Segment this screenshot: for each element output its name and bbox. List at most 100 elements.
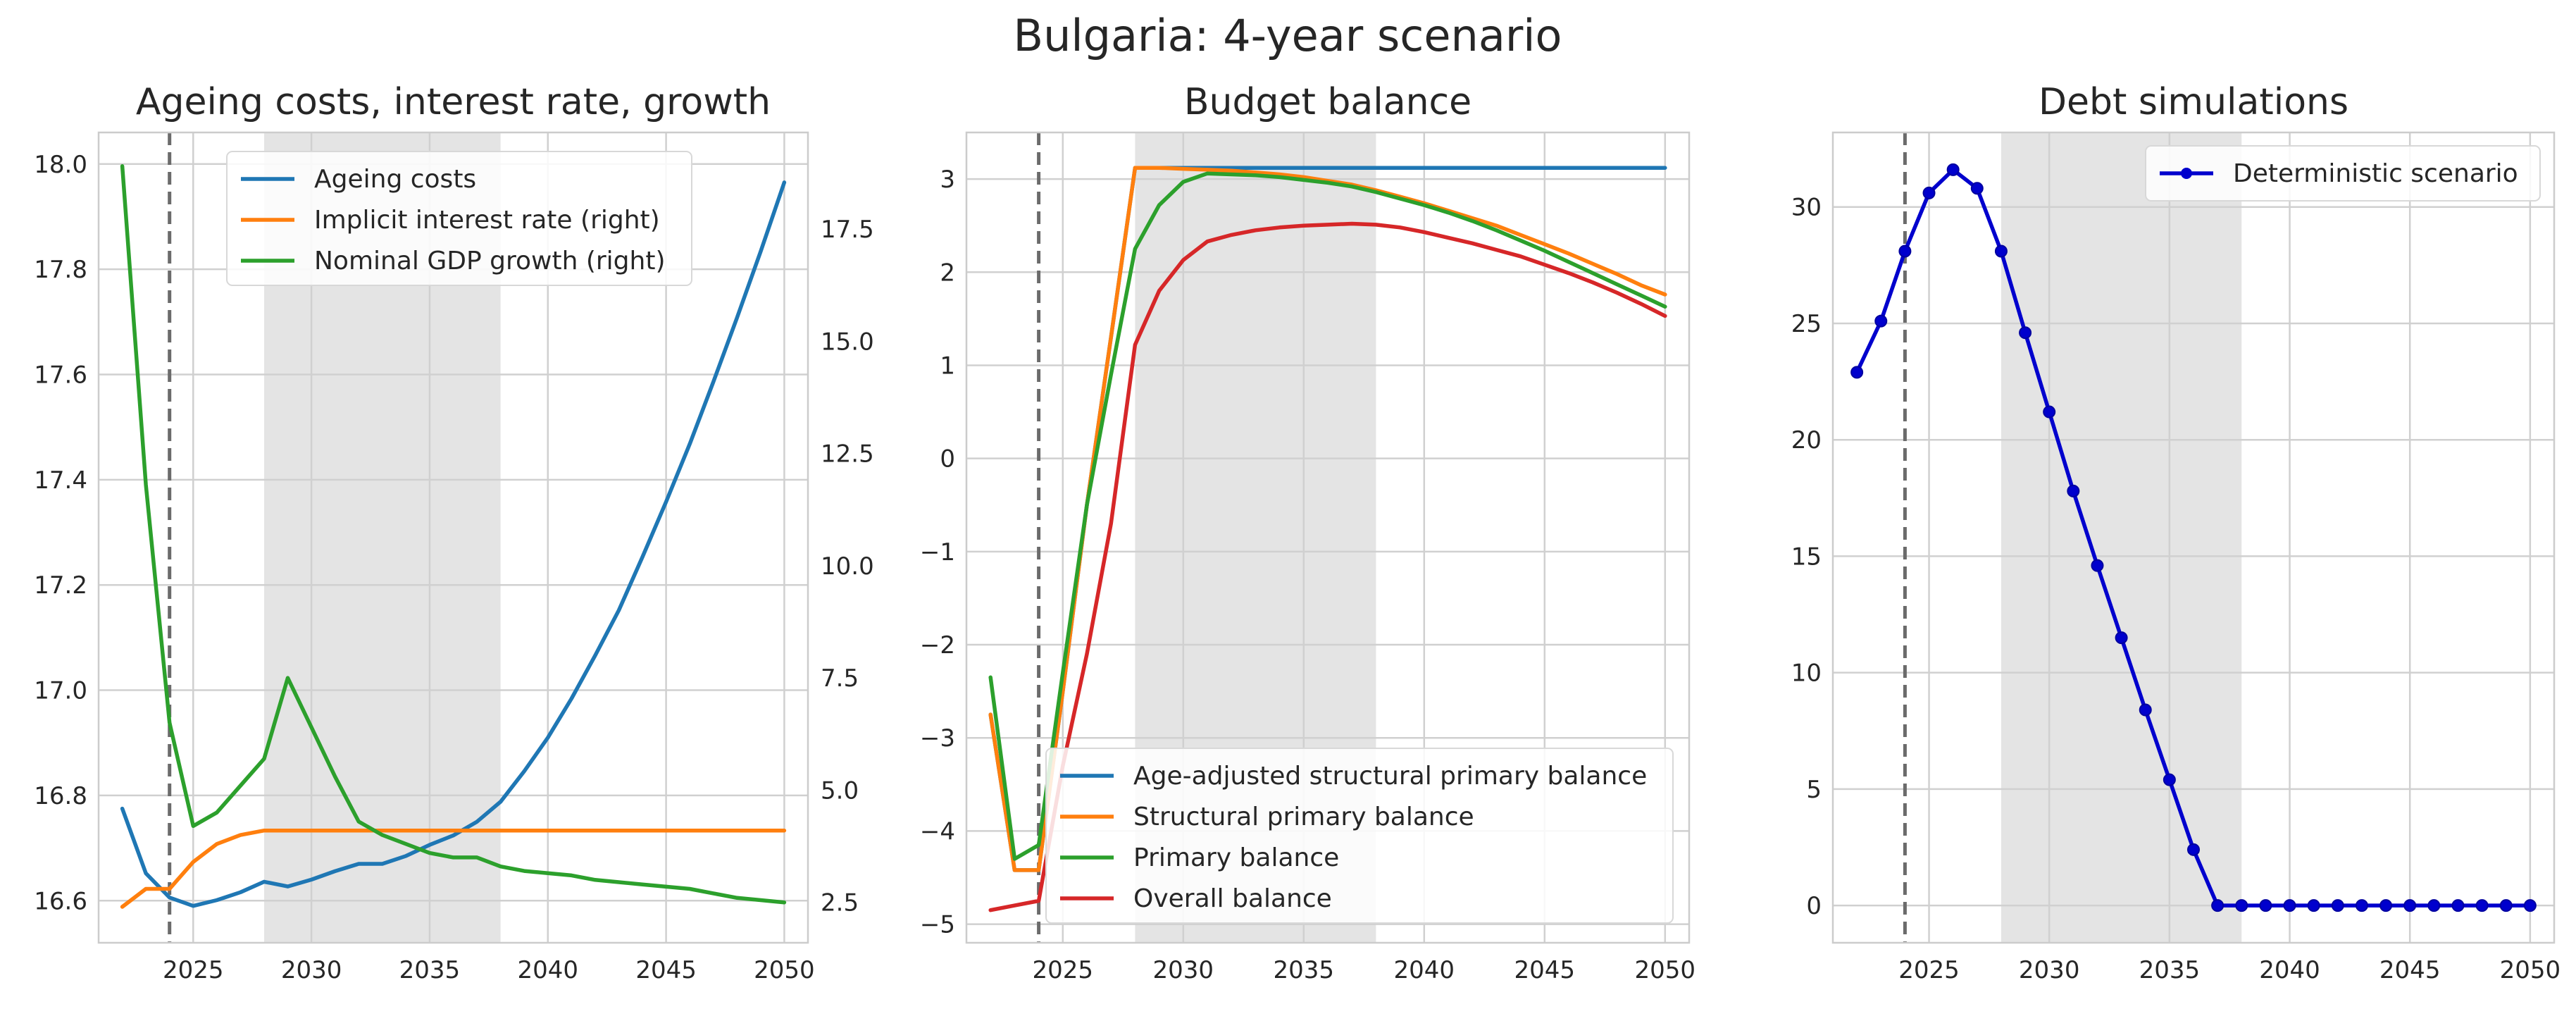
panel-title: Budget balance — [1184, 81, 1471, 123]
data-point — [2307, 899, 2320, 912]
x-tick-label: 2040 — [518, 956, 579, 984]
legend-label: Age-adjusted structural primary balance — [1133, 762, 1647, 791]
x-tick-label: 2040 — [2259, 956, 2320, 984]
y2-tick-label: 10.0 — [821, 552, 874, 581]
data-point — [2427, 899, 2441, 912]
legend-box — [2145, 145, 2541, 202]
data-point — [2091, 559, 2104, 572]
y2-tick-label: 5.0 — [821, 776, 859, 805]
x-tick-label: 2045 — [2379, 956, 2441, 984]
y-tick-label: −1 — [920, 538, 955, 567]
data-point — [1946, 163, 1960, 176]
y2-tick-label: 15.0 — [821, 328, 874, 356]
x-tick-label: 2035 — [2139, 956, 2201, 984]
legend-label: Structural primary balance — [1133, 803, 1474, 831]
y2-tick-label: 2.5 — [821, 889, 859, 917]
y-tick-label: 2 — [940, 259, 955, 287]
y-tick-label: 17.6 — [34, 361, 87, 390]
data-point — [2139, 703, 2152, 717]
legend-box — [226, 151, 692, 286]
data-point — [1850, 366, 1864, 379]
data-point — [1970, 182, 1984, 195]
panel-debt-simulations: 2025 2030 2035 2040 2045 2050051015202530Debt… — [1791, 81, 2561, 984]
shaded-period-band — [2001, 132, 2242, 943]
y-tick-label: 30 — [1791, 194, 1822, 222]
y-tick-label: 25 — [1791, 310, 1822, 338]
data-point — [2235, 899, 2248, 912]
data-point — [2067, 484, 2080, 497]
plot-frame — [97, 131, 809, 944]
x-tick-label: 2030 — [1153, 956, 1214, 984]
series-line-0 — [120, 180, 787, 908]
figure-title: Bulgaria: 4-year scenario — [1014, 10, 1562, 61]
y-tick-label: 17.0 — [34, 677, 87, 705]
y2-tick-label: 7.5 — [821, 664, 859, 693]
y-tick-label: −3 — [920, 724, 955, 753]
y-tick-label: −2 — [920, 631, 955, 660]
legend-marker — [2181, 168, 2192, 179]
data-point — [1922, 186, 1936, 199]
data-point — [2115, 631, 2128, 645]
y-tick-label: −5 — [920, 911, 955, 939]
panel-title: Debt simulations — [2039, 81, 2348, 123]
panel-budget-balance: 2025 2030 2035 2040 2045 2050 −5 −4 −3 −2 −1 0 1 2 3 Bu… — [920, 81, 1695, 984]
data-point — [2523, 899, 2537, 912]
y-tick-label: 16.8 — [34, 782, 87, 810]
y-tick-label: 17.4 — [34, 466, 87, 495]
data-point — [2283, 899, 2296, 912]
y-tick-label: 10 — [1791, 660, 1822, 688]
y2-tick-label: 17.5 — [821, 216, 874, 244]
data-point — [2187, 843, 2200, 856]
data-point — [2211, 899, 2225, 912]
y2-tick-label: 12.5 — [821, 440, 874, 469]
x-tick-label: 2035 — [1274, 956, 1335, 984]
legend-label: Deterministic scenario — [2233, 159, 2518, 188]
data-point — [2331, 899, 2344, 912]
data-point — [2355, 899, 2368, 912]
legend-box — [1045, 748, 1674, 924]
panel-ageing-costs: 2025 2030 2035 2040 2045 2050 16.6 16.8 17.0 17.2… — [34, 81, 873, 984]
legend-label: Primary balance — [1133, 843, 1339, 872]
y-tick-label: 20 — [1791, 426, 1822, 454]
data-point — [2163, 773, 2176, 786]
plot-frame — [1831, 131, 2556, 944]
data-point — [2475, 899, 2489, 912]
panel-title: Ageing costs, interest rate, growth — [136, 81, 771, 123]
x-tick-label: 2045 — [1514, 956, 1576, 984]
legend-label: Implicit interest rate (right) — [314, 206, 660, 235]
data-point — [1874, 314, 1888, 328]
x-tick-label: 2040 — [1394, 956, 1455, 984]
data-point — [2259, 899, 2272, 912]
data-point — [1898, 244, 1912, 258]
series-line-3 — [988, 221, 1667, 912]
y-tick-label: 5 — [1806, 776, 1822, 804]
data-point — [2043, 405, 2056, 419]
y-tick-label: 1 — [940, 352, 955, 380]
series-line-1 — [120, 828, 787, 909]
x-tick-label: 2050 — [2500, 956, 2561, 984]
x-tick-label: 2025 — [1033, 956, 1094, 984]
series-line-2 — [988, 171, 1667, 861]
x-tick-label: 2050 — [1635, 956, 1696, 984]
data-point — [1994, 244, 2008, 258]
x-tick-label: 2030 — [2019, 956, 2080, 984]
x-tick-label: 2025 — [163, 956, 224, 984]
y-tick-label: 18.0 — [34, 151, 87, 179]
y-tick-label: 16.6 — [34, 887, 87, 915]
y-tick-label: 0 — [1806, 892, 1822, 920]
data-point — [2403, 899, 2417, 912]
data-point — [2499, 899, 2513, 912]
legend-label: Overall balance — [1133, 884, 1332, 913]
y-tick-label: 3 — [940, 166, 955, 194]
legend-label: Ageing costs — [314, 165, 476, 194]
x-tick-label: 2045 — [635, 956, 697, 984]
data-point — [2379, 899, 2393, 912]
x-tick-label: 2025 — [1898, 956, 1960, 984]
data-point — [2019, 326, 2032, 340]
x-tick-label: 2050 — [754, 956, 815, 984]
y-tick-label: −4 — [920, 817, 955, 846]
y-tick-label: 17.8 — [34, 256, 87, 284]
y-tick-label: 17.2 — [34, 571, 87, 600]
data-point — [2451, 899, 2465, 912]
